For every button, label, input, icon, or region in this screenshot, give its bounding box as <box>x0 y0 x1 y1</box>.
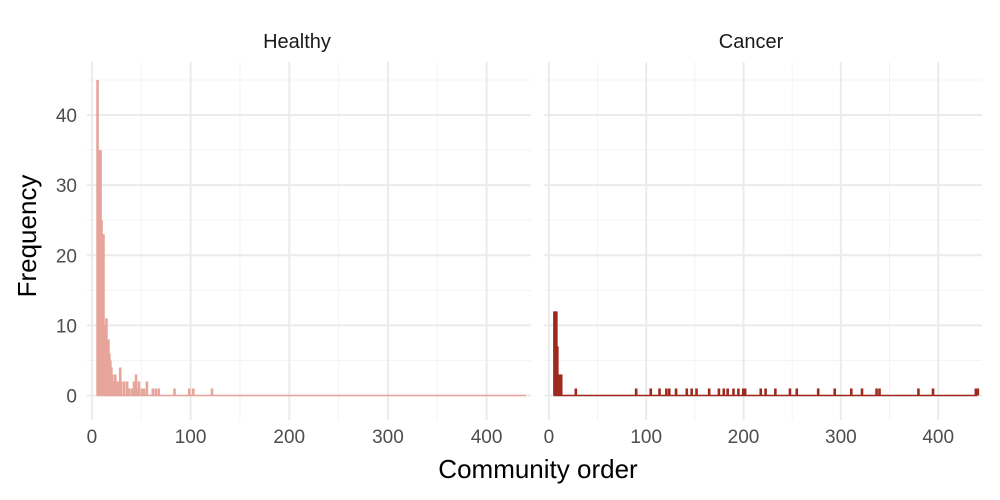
facet-label: Cancer <box>719 31 784 53</box>
histogram-bar <box>134 374 138 396</box>
y-tick-label: 30 <box>56 176 77 197</box>
histogram-bar <box>667 388 671 396</box>
histogram-bar <box>154 388 158 396</box>
histogram-bar <box>105 318 108 396</box>
histogram-bar <box>764 388 767 396</box>
histogram-bar <box>849 388 853 396</box>
histogram-bar <box>759 388 763 396</box>
x-axis-title: Community order <box>438 454 638 484</box>
histogram-bar <box>127 388 131 396</box>
x-tick-label: 200 <box>273 427 305 448</box>
y-tick-label: 10 <box>56 316 77 337</box>
histogram-bar <box>210 388 214 396</box>
x-tick-label: 0 <box>87 427 98 448</box>
facet-label: Healthy <box>263 31 331 53</box>
x-tick-label: 300 <box>372 427 404 448</box>
histogram-bar <box>125 381 129 396</box>
histogram-bar <box>722 388 726 396</box>
histogram-bar <box>102 234 105 396</box>
x-tick-label: 400 <box>471 427 503 448</box>
histogram-bar <box>130 388 134 396</box>
histogram-bar <box>976 388 980 396</box>
histogram-bar <box>191 388 195 396</box>
y-axis-title: Frequency <box>12 175 42 298</box>
histogram-bar <box>741 388 745 396</box>
histogram-bar <box>685 388 689 396</box>
histogram-bar <box>132 381 136 396</box>
x-tick-label: 0 <box>544 427 555 448</box>
histogram-bar <box>96 80 99 396</box>
histogram-bar <box>119 381 123 396</box>
histogram-bar <box>737 388 740 396</box>
facet-panels: Healthy 0 100 200 300 400 Cancer 0 100 200 300 400 0… <box>56 31 982 448</box>
histogram-bar <box>157 388 161 396</box>
y-tick-label: 0 <box>66 387 77 408</box>
histogram-bar <box>833 388 837 396</box>
histogram-bar <box>878 388 881 396</box>
x-tick-label: 100 <box>175 427 207 448</box>
histogram-bar <box>974 388 978 396</box>
panel-cancer: Cancer 0 100 200 300 400 <box>544 31 982 448</box>
histogram-bar <box>795 388 799 396</box>
histogram-bar <box>145 381 149 396</box>
histogram-bar <box>137 381 141 396</box>
histogram-bar <box>726 388 729 396</box>
histogram-bar <box>665 388 668 396</box>
histogram-bar <box>173 388 176 396</box>
histogram-bar <box>115 381 118 396</box>
histogram-bar <box>658 388 661 396</box>
x-tick-label: 200 <box>728 427 760 448</box>
histogram-bar <box>743 388 747 396</box>
x-tick-label: 400 <box>922 427 954 448</box>
histogram-bar <box>788 388 792 396</box>
histogram-bar <box>875 388 878 396</box>
histogram-bar <box>931 388 935 396</box>
histogram-bar <box>649 388 653 396</box>
histogram-bar <box>142 388 146 396</box>
histogram-bar <box>151 388 155 396</box>
histogram-bar <box>122 381 126 396</box>
histogram-bar <box>559 374 563 396</box>
histogram-bar <box>774 388 777 396</box>
histogram-bar <box>717 388 721 396</box>
y-tick-label: 40 <box>56 106 77 127</box>
y-tick-label: 20 <box>56 246 77 267</box>
histogram-bar <box>116 381 120 396</box>
histogram-bar <box>707 388 711 396</box>
x-tick-label: 100 <box>630 427 662 448</box>
histogram-bar <box>634 388 638 396</box>
panel-healthy: Healthy 0 100 200 300 400 <box>87 31 531 448</box>
histogram-bar <box>188 388 191 396</box>
histogram-bar <box>732 388 735 396</box>
histogram-bar <box>917 388 920 396</box>
histogram-bar <box>860 388 864 396</box>
histogram-bar <box>695 388 698 396</box>
x-tick-label: 300 <box>825 427 857 448</box>
histogram-bar <box>574 388 578 396</box>
histogram-bar <box>556 346 559 396</box>
histogram-bar <box>674 388 678 396</box>
histogram-bar <box>690 388 693 396</box>
histogram-bar <box>816 388 820 396</box>
histogram-bar <box>112 381 115 396</box>
histogram-bar <box>140 388 144 396</box>
